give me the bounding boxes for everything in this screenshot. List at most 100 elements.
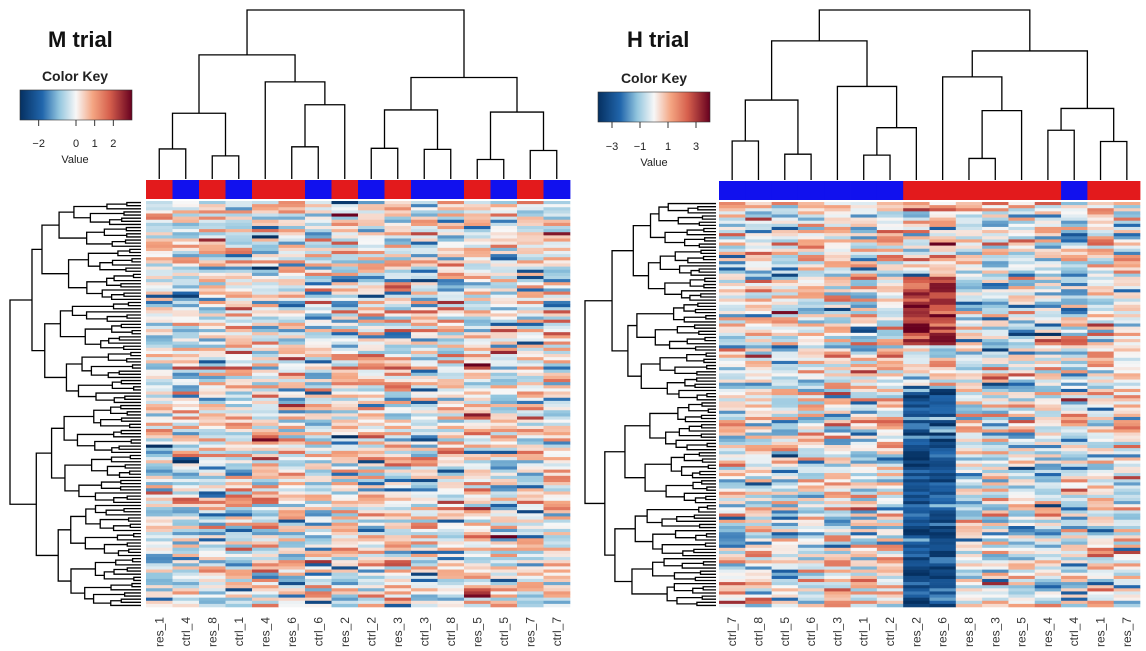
heatmap-cell — [1113, 286, 1141, 290]
heatmap-cell — [1008, 226, 1036, 231]
heatmap-cell — [1061, 582, 1088, 586]
heatmap-cell — [745, 398, 772, 402]
heatmap-cell — [331, 532, 359, 536]
heatmap-cell — [903, 223, 930, 228]
heatmap-cell — [543, 266, 571, 271]
heatmap-cell — [824, 236, 851, 240]
heatmap-cell — [437, 438, 465, 442]
column-label: res_3 — [391, 617, 405, 647]
heatmap-cell — [517, 201, 544, 205]
heatmap-cell — [824, 578, 851, 583]
heatmap-cell — [225, 347, 253, 352]
heatmap-cell — [745, 342, 772, 346]
heatmap-cell — [929, 320, 957, 324]
heatmap-cell — [876, 416, 904, 421]
heatmap-cell — [1113, 544, 1141, 549]
heatmap-cell — [543, 503, 571, 508]
heatmap-cell — [358, 288, 385, 292]
heatmap-cell — [199, 313, 226, 317]
heatmap-cell — [719, 457, 746, 461]
heatmap-cell — [745, 569, 772, 574]
heatmap-cell — [384, 457, 412, 461]
heatmap-cell — [517, 232, 544, 236]
heatmap-cell — [225, 213, 253, 217]
heatmap-cell — [929, 438, 957, 443]
heatmap-cell — [305, 372, 332, 377]
heatmap-cell — [278, 304, 306, 308]
dendrogram-branch — [103, 228, 127, 237]
heatmap-cell — [411, 216, 438, 221]
heatmap-cell — [771, 541, 799, 545]
heatmap-cell — [1034, 323, 1062, 327]
heatmap-cell — [464, 235, 491, 239]
heatmap-cell — [745, 233, 772, 237]
heatmap-cell — [1061, 335, 1088, 340]
heatmap-cell — [252, 379, 279, 383]
heatmap-cell — [225, 338, 253, 342]
heatmap-cell — [305, 347, 332, 352]
heatmap-cell — [305, 457, 332, 461]
heatmap-cell — [146, 435, 173, 439]
heatmap-cell — [1087, 519, 1114, 524]
heatmap-cell — [411, 332, 438, 336]
heatmap-cell — [358, 428, 385, 433]
heatmap-cell — [331, 375, 359, 380]
heatmap-cell — [146, 388, 173, 392]
heatmap-cell — [1087, 276, 1114, 281]
heatmap-cell — [305, 213, 332, 217]
heatmap-cell — [543, 291, 571, 295]
heatmap-cell — [1087, 392, 1114, 396]
heatmap-cell — [411, 360, 438, 364]
heatmap-cell — [517, 279, 544, 283]
heatmap-cell — [278, 597, 306, 602]
heatmap-cell — [199, 325, 226, 330]
heatmap-cell — [1087, 301, 1114, 306]
heatmap-cell — [824, 445, 851, 449]
heatmap-cell — [1087, 245, 1114, 250]
heatmap-cell — [225, 388, 253, 392]
heatmap-cell — [1087, 410, 1114, 415]
heatmap-cell — [411, 485, 438, 489]
heatmap-cell — [929, 485, 957, 489]
heatmap-cell — [384, 279, 412, 283]
heatmap-cell — [358, 475, 385, 480]
heatmap-cell — [278, 260, 306, 264]
heatmap-cell — [146, 238, 173, 242]
heatmap-cell — [358, 588, 385, 592]
heatmap-cell — [517, 344, 544, 349]
heatmap-cell — [1061, 295, 1088, 299]
heatmap-cell — [824, 404, 851, 408]
heatmap-cell — [771, 202, 799, 206]
heatmap-cell — [305, 288, 332, 292]
heatmap-cell — [252, 472, 279, 477]
heatmap-cell — [929, 242, 957, 246]
heatmap-cell — [172, 397, 200, 402]
heatmap-cell — [824, 357, 851, 362]
heatmap-cell — [490, 235, 518, 239]
heatmap-cell — [850, 320, 878, 324]
heatmap-cell — [1113, 491, 1141, 496]
heatmap-cell — [146, 585, 173, 589]
heatmap-cell — [876, 295, 904, 299]
heatmap-cell — [278, 472, 306, 477]
heatmap-cell — [1113, 364, 1141, 368]
heatmap-cell — [252, 357, 279, 361]
dendrogram-branch — [701, 215, 716, 220]
heatmap-cell — [797, 320, 825, 324]
heatmap-cell — [490, 394, 518, 399]
heatmap-cell — [464, 497, 491, 502]
heatmap-cell — [1061, 385, 1088, 390]
heatmap-cell — [437, 435, 465, 439]
column-label: res_7 — [523, 617, 537, 647]
heatmap-cell — [225, 435, 253, 439]
heatmap-cell — [543, 300, 571, 305]
dendrogram-branch — [705, 533, 716, 538]
heatmap-cell — [771, 261, 799, 265]
heatmap-cell — [1034, 554, 1062, 558]
heatmap-cell — [745, 522, 772, 527]
heatmap-cell — [331, 585, 359, 589]
heatmap-cell — [1113, 382, 1141, 387]
heatmap-cell — [411, 225, 438, 230]
heatmap-cell — [929, 261, 957, 265]
heatmap-cell — [876, 479, 904, 483]
